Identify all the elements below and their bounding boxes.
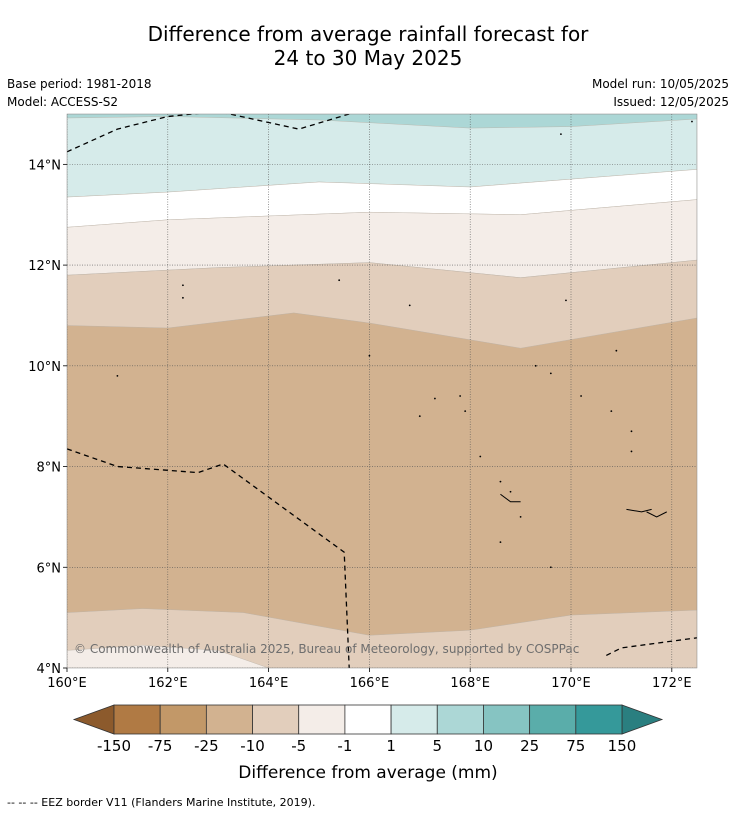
- colorbar-swatch: [529, 704, 577, 735]
- x-tick-label: 168°E: [450, 676, 490, 691]
- colorbar-tick-label: 5: [432, 737, 442, 755]
- island-marker: [499, 541, 502, 543]
- island-marker: [368, 354, 371, 357]
- colorbar-swatch: [113, 704, 161, 735]
- x-tick-label: 172°E: [652, 676, 692, 691]
- island-marker: [630, 430, 633, 433]
- island-marker: [549, 372, 552, 375]
- island-marker: [182, 296, 184, 299]
- colorbar-swatch: [298, 704, 346, 735]
- atoll-outline: [500, 493, 521, 503]
- x-tick-label: 170°E: [551, 676, 591, 691]
- issued-date: Issued: 12/05/2025: [613, 95, 729, 109]
- colorbar-swatch: [436, 704, 484, 735]
- island-marker: [630, 450, 633, 453]
- colorbar-swatch: [483, 704, 531, 735]
- plot-area: © Commonwealth of Australia 2025, Bureau…: [67, 114, 697, 668]
- island-marker: [560, 133, 562, 136]
- colorbar-tick-label: 10: [474, 737, 493, 755]
- colorbar-swatch: [159, 704, 207, 735]
- island-marker: [338, 279, 341, 282]
- atoll-outline: [646, 511, 667, 518]
- y-tick-label: 14°N: [28, 158, 61, 173]
- y-tick-label: 6°N: [37, 561, 62, 576]
- y-tick-label: 8°N: [37, 461, 62, 476]
- island-marker: [549, 566, 552, 569]
- meta-left: Base period: 1981-2018 Model: ACCESS-S2: [7, 75, 152, 111]
- colorbar-tick-label: -10: [240, 737, 265, 755]
- model-run: Model run: 10/05/2025: [591, 77, 729, 91]
- band-minus10-to-minus5: [67, 259, 697, 349]
- island-marker: [499, 480, 502, 483]
- island-marker: [610, 410, 613, 413]
- watermark-text: © Commonwealth of Australia 2025, Bureau…: [74, 642, 579, 656]
- island-marker: [418, 415, 421, 418]
- band-5-to-10: [67, 114, 697, 129]
- y-tick-label: 10°N: [28, 360, 61, 375]
- eez-border-2: [67, 448, 350, 668]
- x-tick-label: 164°E: [249, 676, 289, 691]
- colorbar-tick-label: -1: [337, 737, 352, 755]
- footer-eez-legend: -- -- -- EEZ border V11 (Flanders Marine…: [7, 796, 316, 809]
- island-marker: [479, 455, 482, 458]
- model-name: Model: ACCESS-S2: [7, 95, 119, 109]
- y-tick-label: 4°N: [37, 662, 62, 677]
- island-marker: [182, 284, 184, 287]
- island-marker: [580, 395, 582, 397]
- base-period: Base period: 1981-2018: [7, 77, 152, 91]
- x-tick-label: 166°E: [350, 676, 390, 691]
- eez-border-1: [67, 114, 350, 153]
- colorbar-swatch: [205, 704, 253, 735]
- island-marker: [565, 299, 567, 302]
- chart-title: Difference from average rainfall forecas…: [0, 22, 736, 70]
- eez-border-3: [606, 637, 697, 656]
- x-tick-label: 160°E: [47, 676, 87, 691]
- colorbar-swatch: [390, 704, 438, 735]
- island-marker: [116, 374, 119, 377]
- colorbar-tick-label: -5: [291, 737, 306, 755]
- plot-frame: [66, 113, 698, 669]
- island-marker: [519, 516, 522, 518]
- colorbar-tick-label: 150: [608, 737, 637, 755]
- colorbar-tick-label: -150: [97, 737, 131, 755]
- colorbar-tick-label: 75: [566, 737, 585, 755]
- island-marker: [434, 397, 436, 400]
- y-tick-label: 12°N: [28, 259, 61, 274]
- meta-right: Model run: 10/05/2025 Issued: 12/05/2025: [592, 75, 729, 111]
- colorbar-label: Difference from average (mm): [238, 763, 497, 783]
- colorbar-tick-label: 1: [386, 737, 396, 755]
- island-marker: [615, 349, 618, 352]
- colorbar-extension-high: [621, 704, 664, 735]
- island-marker: [408, 304, 411, 307]
- title-line-2: 24 to 30 May 2025: [273, 46, 463, 70]
- colorbar-tick-label: -75: [148, 737, 173, 755]
- colorbar-tick-label: 25: [520, 737, 539, 755]
- atoll-outline: [626, 508, 652, 513]
- island-marker: [459, 395, 462, 397]
- colorbar-swatch: [252, 704, 300, 735]
- island-marker: [509, 490, 512, 493]
- island-marker: [534, 364, 537, 367]
- x-tick-label: 162°E: [148, 676, 188, 691]
- island-marker: [464, 410, 467, 413]
- island-marker: [691, 120, 693, 123]
- colorbar-swatch: [575, 704, 623, 735]
- title-line-1: Difference from average rainfall forecas…: [147, 22, 589, 46]
- colorbar-swatch: [344, 704, 392, 735]
- colorbar-extension-low: [72, 704, 115, 735]
- colorbar-tick-label: -25: [194, 737, 219, 755]
